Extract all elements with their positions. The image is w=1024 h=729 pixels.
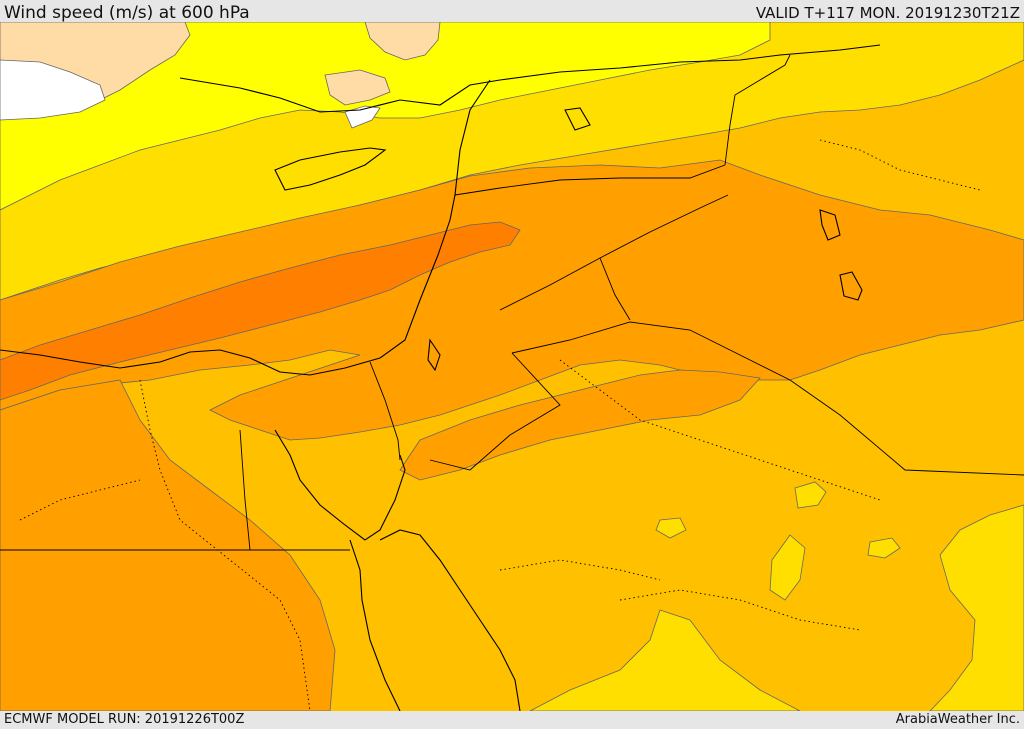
zone-moderate-s bbox=[529, 609, 801, 711]
zone-very-strong bbox=[0, 221, 521, 401]
model-run-label: ECMWF MODEL RUN: 20191226T00Z bbox=[4, 712, 245, 727]
valid-time: VALID T+117 MON. 20191230T21Z bbox=[755, 4, 1020, 22]
map-canvas bbox=[0, 22, 1024, 711]
zone-moderate-blob1 bbox=[769, 534, 806, 601]
borders bbox=[0, 54, 1024, 551]
zone-moderate-blob2 bbox=[794, 481, 827, 509]
zone-calm-2 bbox=[344, 105, 381, 129]
zone-strong-south bbox=[0, 379, 336, 711]
zone-light bbox=[0, 22, 771, 211]
zone-very-light-2 bbox=[364, 22, 441, 61]
credit-label: ArabiaWeather Inc. bbox=[895, 712, 1020, 727]
zone-moderate-se bbox=[929, 504, 1024, 711]
map-title: Wind speed (m/s) at 600 hPa bbox=[4, 3, 250, 23]
zone-moderate-blob3 bbox=[655, 517, 687, 539]
wind-speed-map[interactable] bbox=[0, 22, 1024, 711]
admin-borders bbox=[19, 139, 981, 711]
header-bar bbox=[0, 0, 1024, 22]
coastlines bbox=[0, 44, 881, 711]
zone-calm bbox=[0, 59, 106, 121]
zone-moderate-blob4 bbox=[867, 537, 901, 559]
footer-bar bbox=[0, 711, 1024, 729]
zone-very-light-3 bbox=[324, 69, 391, 106]
